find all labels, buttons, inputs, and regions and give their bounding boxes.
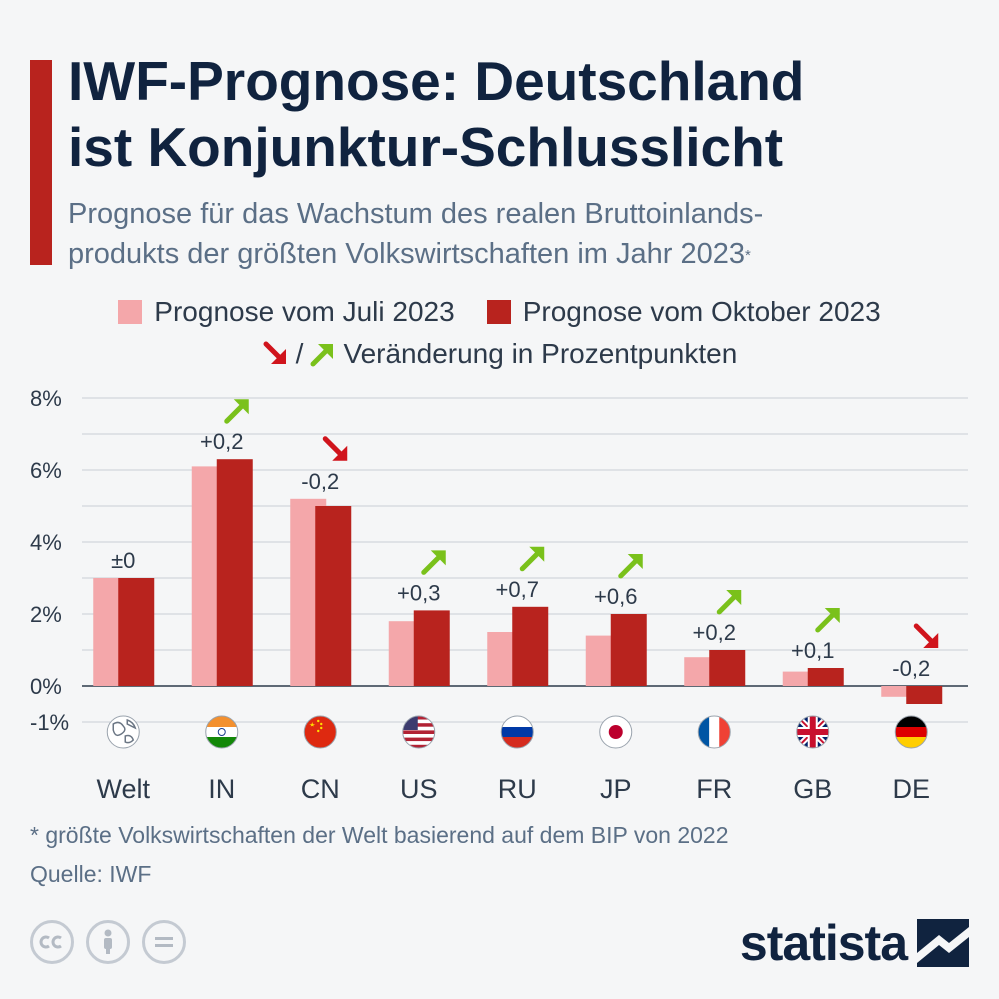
x-tick-label-welt: Welt — [96, 774, 150, 804]
y-tick-label: -1% — [30, 710, 69, 735]
flag-uk-icon — [796, 715, 830, 749]
chart-title: IWF-Prognose: Deutschland ist Konjunktur… — [68, 48, 968, 180]
statista-logo[interactable]: statista — [740, 914, 969, 972]
bar-juli-de — [881, 686, 918, 697]
y-tick-label: 6% — [30, 458, 62, 483]
legend-change: / Veränderung in Prozentpunkten — [0, 338, 999, 370]
flag-germany-icon — [894, 715, 928, 749]
x-tick-label-jp: JP — [600, 774, 632, 804]
bar-oktober-jp — [610, 614, 647, 686]
x-tick-label-ru: RU — [498, 774, 537, 804]
legend: Prognose vom Juli 2023 Prognose vom Okto… — [0, 296, 999, 328]
bar-chart: 8% 6% 4% 2% 0% -1% ±0 Welt +0,2 IN -0,2 CN +0,3 US +0,… — [30, 386, 968, 804]
bar-oktober-gb — [807, 668, 844, 686]
bar-oktober-in — [216, 459, 253, 686]
x-tick-label-fr: FR — [696, 774, 732, 804]
y-tick-label: 2% — [30, 602, 62, 627]
change-label-fr: +0,2 — [693, 620, 736, 645]
attribution-icon[interactable] — [86, 920, 130, 964]
bar-oktober-us — [413, 610, 450, 686]
legend-swatch-juli — [118, 300, 143, 324]
globe-icon — [106, 715, 140, 749]
arrow-up-icon — [815, 608, 840, 633]
change-label-gb: +0,1 — [791, 638, 834, 663]
license-icons — [30, 920, 186, 964]
chart-subtitle: Prognose für das Wachstum des realen Bru… — [68, 194, 968, 274]
change-label-cn: -0,2 — [301, 469, 339, 494]
x-tick-label-us: US — [400, 774, 438, 804]
change-label-ru: +0,7 — [496, 577, 539, 602]
change-label-us: +0,3 — [397, 580, 440, 605]
statista-logo-text: statista — [739, 915, 908, 971]
statista-logo-icon — [917, 919, 969, 967]
legend-label-juli: Prognose vom Juli 2023 — [154, 296, 455, 327]
change-label-de: -0,2 — [892, 656, 930, 681]
bar-oktober-ru — [512, 606, 549, 686]
chart-title-line-1: IWF-Prognose: Deutschland — [68, 50, 805, 112]
flag-france-icon — [697, 715, 731, 749]
arrow-up-icon — [519, 546, 545, 572]
title-accent-bar — [30, 60, 52, 265]
flag-china-icon — [303, 715, 337, 749]
x-tick-label-de: DE — [892, 774, 930, 804]
flag-usa-icon — [402, 715, 436, 749]
legend-label-oktober: Prognose vom Oktober 2023 — [522, 296, 881, 327]
legend-swatch-oktober — [486, 300, 511, 324]
arrow-up-icon — [224, 399, 249, 424]
legend-item-juli: Prognose vom Juli 2023 — [118, 296, 455, 328]
arrow-up-icon — [618, 554, 643, 579]
chart-title-line-2: ist Konjunktur-Schlusslicht — [68, 116, 784, 178]
flag-japan-icon — [599, 715, 633, 749]
chart-subtitle-line-2: produkts der größten Volkswirtschaften i… — [68, 234, 968, 274]
y-tick-label: 4% — [30, 530, 62, 555]
arrow-down-icon — [263, 341, 286, 364]
legend-slash: / — [295, 338, 304, 369]
arrow-up-icon — [310, 344, 334, 367]
y-tick-label: 8% — [30, 386, 62, 411]
flag-india-icon — [205, 715, 239, 749]
chart-subtitle-line-1: Prognose für das Wachstum des realen Bru… — [68, 198, 764, 230]
bar-oktober-de — [906, 686, 943, 704]
x-tick-label-cn: CN — [301, 774, 340, 804]
no-derivatives-icon[interactable] — [142, 920, 186, 964]
change-label-in: +0,2 — [200, 429, 243, 454]
chart-subtitle-line-2-text: produkts der größten Volkswirtschaften i… — [68, 238, 745, 270]
arrow-up-icon — [421, 550, 446, 575]
y-tick-label: 0% — [30, 674, 62, 699]
arrow-up-icon — [716, 590, 742, 615]
footnote: * größte Volkswirtschaften der Welt basi… — [30, 822, 729, 848]
subtitle-footnote-mark: * — [745, 247, 751, 264]
change-label-welt: ±0 — [111, 548, 135, 573]
arrow-down-icon — [913, 623, 939, 648]
change-label-jp: +0,6 — [594, 584, 637, 609]
source: Quelle: IWF — [30, 861, 152, 887]
legend-change-label: Veränderung in Prozentpunkten — [343, 338, 738, 369]
flag-russia-icon — [500, 715, 534, 749]
bar-oktober-cn — [315, 506, 352, 686]
legend-item-oktober: Prognose vom Oktober 2023 — [486, 296, 881, 328]
x-tick-label-in: IN — [208, 774, 235, 804]
bar-oktober-fr — [709, 650, 746, 686]
cc-icon[interactable] — [30, 920, 74, 964]
arrow-down-icon — [322, 436, 348, 461]
x-tick-label-gb: GB — [793, 774, 832, 804]
bar-oktober-welt — [118, 578, 155, 686]
